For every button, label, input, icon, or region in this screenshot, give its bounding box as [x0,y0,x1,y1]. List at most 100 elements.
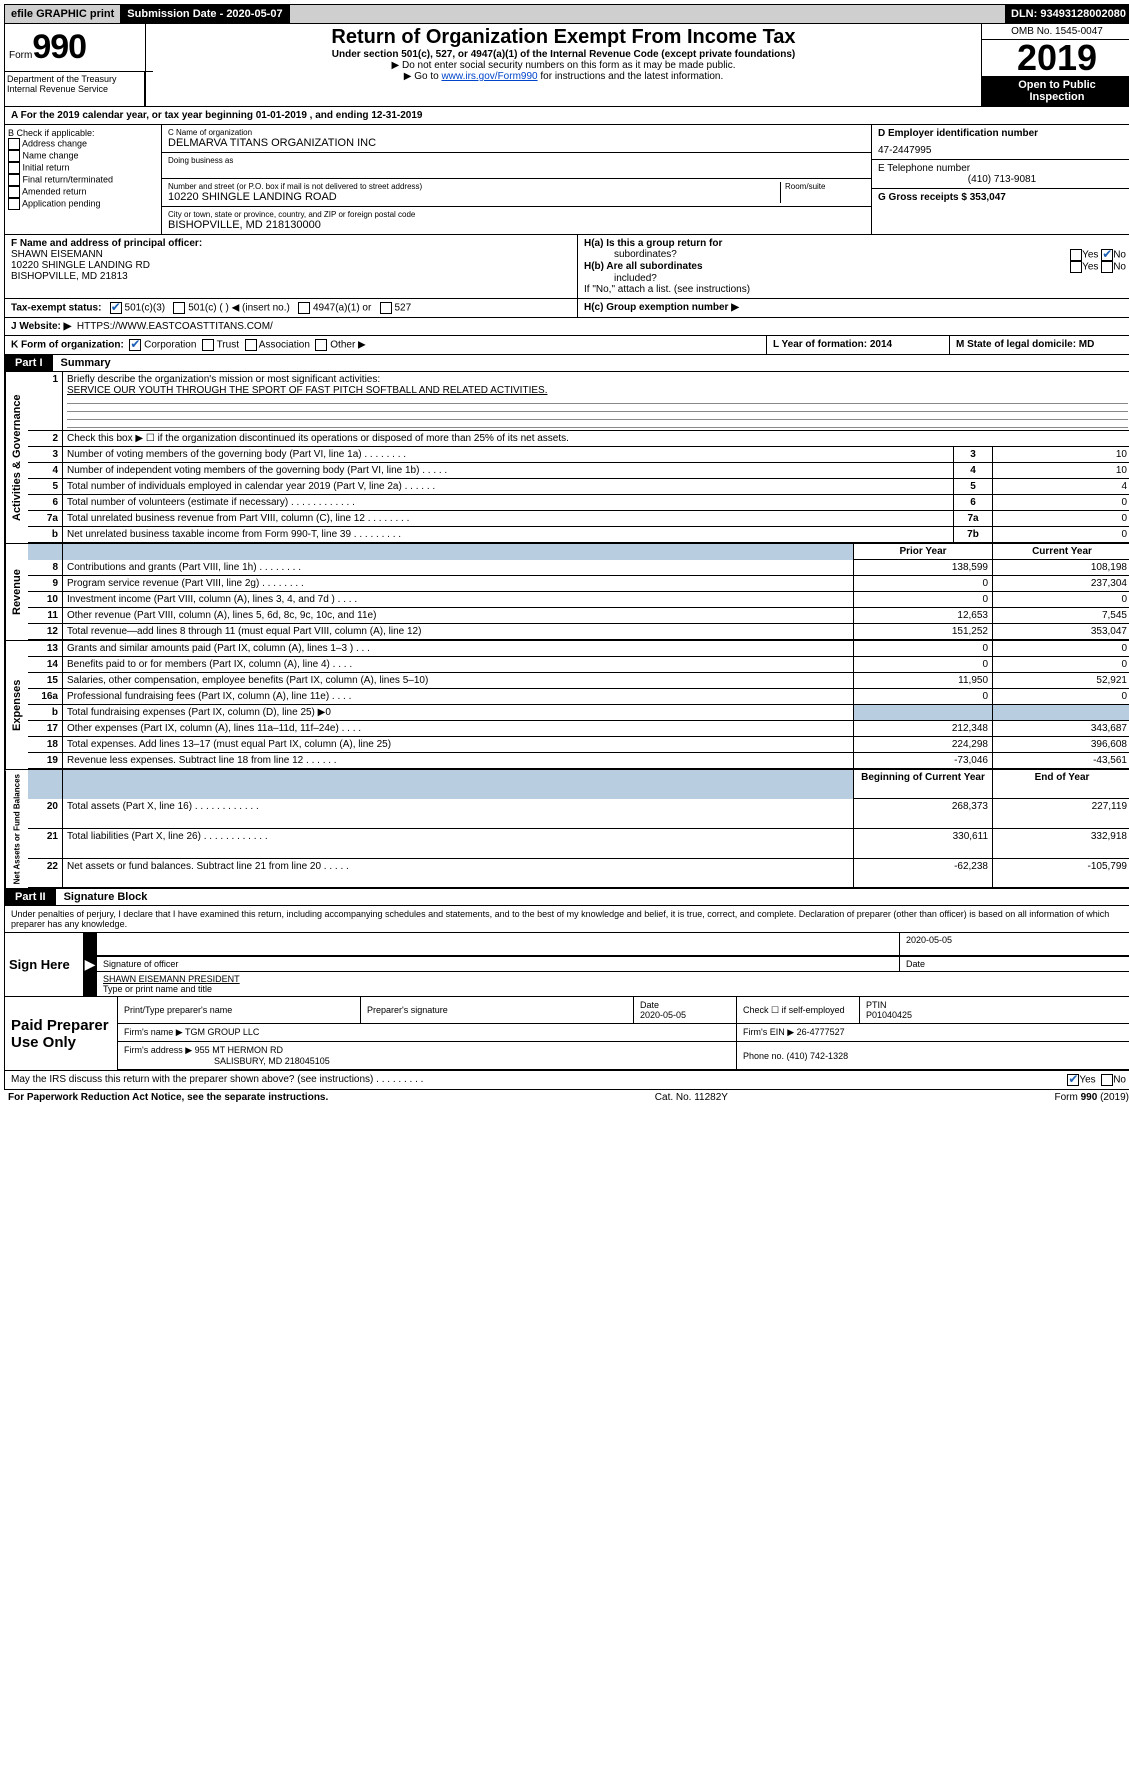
chk-assoc[interactable] [245,339,257,351]
chk-amended-return[interactable]: Amended return [8,186,158,198]
line-j: J Website: ▶ HTTPS://WWW.EASTCOASTTITANS… [4,318,1129,336]
note-ssn: ▶ Do not enter social security numbers o… [150,60,977,71]
addr-val: 10220 SHINGLE LANDING ROAD [168,191,780,203]
prep-name-label: Print/Type preparer's name [118,997,361,1024]
ein-val: 47-2447995 [878,139,1126,156]
ha-yesno[interactable]: Yes No [1070,249,1126,261]
hb-yesno[interactable]: Yes No [1070,261,1126,273]
block-fh: F Name and address of principal officer:… [4,235,1129,299]
firm-ein: Firm's EIN ▶ 26-4777527 [737,1024,1129,1042]
row-8: 8Contributions and grants (Part VIII, li… [28,560,1129,576]
row-20: 20Total assets (Part X, line 16) . . . .… [28,799,1129,829]
col-begin: Beginning of Current Year [854,770,993,799]
chk-trust[interactable] [202,339,214,351]
tax-exempt-label: Tax-exempt status: [11,303,101,314]
perjury-text: Under penalties of perjury, I declare th… [4,906,1129,933]
chk-501c[interactable] [173,302,185,314]
top-bar: efile GRAPHIC print Submission Date - 20… [4,4,1129,24]
col-current: Current Year [993,544,1129,560]
year-formation: L Year of formation: 2014 [767,336,950,354]
part2-label: Part II [5,889,56,905]
chk-final-return-terminated[interactable]: Final return/terminated [8,174,158,186]
sig-officer-label: Signature of officer [97,957,900,971]
gov-row-3: 3Number of voting members of the governi… [28,447,1129,463]
part2-title: Signature Block [56,889,156,905]
footer-mid: Cat. No. 11282Y [655,1092,728,1103]
chk-corp[interactable] [129,339,141,351]
col-de: D Employer identification number 47-2447… [871,125,1129,234]
part1-title: Summary [53,355,119,371]
submission-date: Submission Date - 2020-05-07 [121,5,289,23]
tax-year: 2019 [982,40,1129,76]
side-revenue: Revenue [5,544,28,640]
officer-addr2: BISHOPVILLE, MD 21813 [11,271,571,282]
form-header: Form990 Department of the Treasury Inter… [4,24,1129,107]
note-goto: ▶ Go to www.irs.gov/Form990 for instruct… [150,71,977,82]
row-12: 12Total revenue—add lines 8 through 11 (… [28,624,1129,640]
sign-block: Sign Here ▶ 2020-05-05 Signature of offi… [4,933,1129,997]
part2-header: Part II Signature Block [4,889,1129,906]
room-label: Room/suite [785,182,865,191]
col-f: F Name and address of principal officer:… [5,235,578,298]
inspection-badge: Open to PublicInspection [982,76,1129,106]
form-subtitle: Under section 501(c), 527, or 4947(a)(1)… [150,49,977,60]
chk-other[interactable] [315,339,327,351]
footer-right: Form 990 (2019) [1055,1092,1129,1103]
chk-name-change[interactable]: Name change [8,150,158,162]
q2: Check this box ▶ ☐ if the organization d… [63,431,1129,447]
row-11: 11Other revenue (Part VIII, column (A), … [28,608,1129,624]
line-klm: K Form of organization: Corporation Trus… [4,336,1129,355]
gross-receipts: G Gross receipts $ 353,047 [872,189,1129,206]
footer-left: For Paperwork Reduction Act Notice, see … [8,1092,328,1103]
row-9: 9Program service revenue (Part VIII, lin… [28,576,1129,592]
col-end: End of Year [993,770,1129,799]
governance-section: Activities & Governance 1 Briefly descri… [4,372,1129,544]
efile-label[interactable]: efile GRAPHIC print [5,5,121,23]
chk-527[interactable] [380,302,392,314]
irs-link[interactable]: www.irs.gov/Form990 [441,71,537,82]
form-word: Form [9,50,32,61]
sign-name-val: SHAWN EISEMANN PRESIDENT [103,974,1126,984]
officer-addr1: 10220 SHINGLE LANDING RD [11,260,571,271]
dln: DLN: 93493128002080 [1005,5,1129,23]
col-b-label: B Check if applicable: [8,128,158,138]
officer-label: F Name and address of principal officer: [11,238,571,249]
gov-row-4: 4Number of independent voting members of… [28,463,1129,479]
discuss-yesno[interactable]: Yes No [1067,1074,1126,1086]
addr-label: Number and street (or P.O. box if mail i… [168,182,780,191]
paid-block: Paid Preparer Use Only Print/Type prepar… [4,997,1129,1071]
top-bar-spacer [290,5,1005,23]
self-emp-check[interactable]: Check ☐ if self-employed [737,997,860,1024]
dba-label: Doing business as [168,156,865,165]
row-b: bTotal fundraising expenses (Part IX, co… [28,705,1129,721]
chk-501c3[interactable] [110,302,122,314]
chk-address-change[interactable]: Address change [8,138,158,150]
chk-application-pending[interactable]: Application pending [8,198,158,210]
row-17: 17Other expenses (Part IX, column (A), l… [28,721,1129,737]
city-label: City or town, state or province, country… [168,210,865,219]
sign-date-val: 2020-05-05 [906,935,1126,945]
line-i: Tax-exempt status: 501(c)(3) 501(c) ( ) … [4,299,1129,318]
website-val: HTTPS://WWW.EASTCOASTTITANS.COM/ [77,321,273,332]
part1-label: Part I [5,355,53,371]
dept-label: Department of the Treasury Internal Reve… [5,72,145,106]
firm-phone: Phone no. (410) 742-1328 [737,1042,1129,1070]
gov-row-5: 5Total number of individuals employed in… [28,479,1129,495]
row-14: 14Benefits paid to or for members (Part … [28,657,1129,673]
col-b: B Check if applicable: Address change Na… [5,125,162,234]
line-a: A For the 2019 calendar year, or tax yea… [4,107,1129,125]
chk-4947[interactable] [298,302,310,314]
row-13: 13Grants and similar amounts paid (Part … [28,641,1129,657]
form-number: 990 [32,28,86,66]
hc-label: H(c) Group exemption number ▶ [584,302,739,313]
h-note: If "No," attach a list. (see instruction… [584,284,1126,295]
phone-val: (410) 713-9081 [878,174,1126,185]
sign-here-label: Sign Here [5,933,83,996]
row-22: 22Net assets or fund balances. Subtract … [28,858,1129,888]
chk-initial-return[interactable]: Initial return [8,162,158,174]
prep-sig-label: Preparer's signature [361,997,634,1024]
gov-row-6: 6Total number of volunteers (estimate if… [28,495,1129,511]
org-name-label: C Name of organization [168,128,865,137]
sign-name-label: Type or print name and title [103,984,1126,994]
state-domicile: M State of legal domicile: MD [950,336,1129,354]
